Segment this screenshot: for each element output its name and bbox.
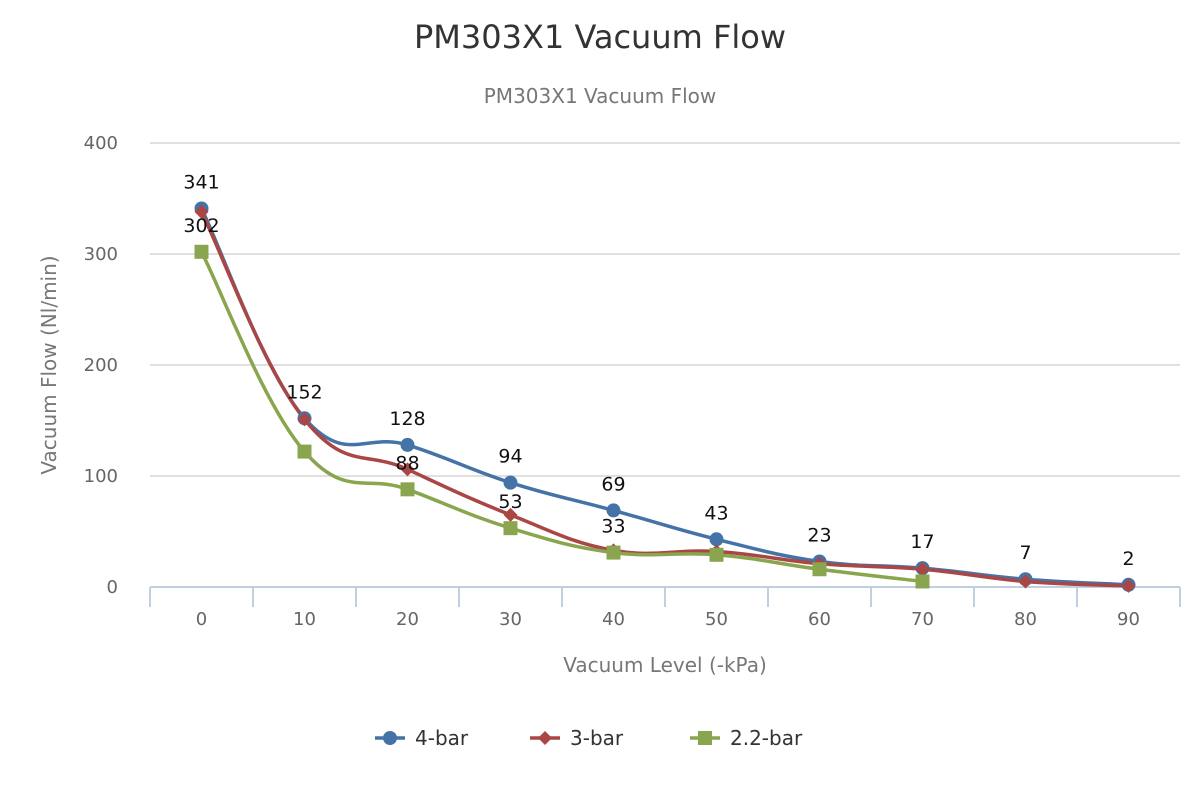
x-tick-label: 90 <box>1117 609 1140 630</box>
legend-marker-4-bar <box>383 731 397 745</box>
data-label-4-bar: 2 <box>1122 548 1134 570</box>
data-label-4-bar: 23 <box>807 524 831 546</box>
data-point-3-bar <box>194 204 209 219</box>
data-point-3-bar <box>400 462 415 477</box>
y-tick-label: 100 <box>84 466 118 487</box>
legend-marker-3-bar <box>538 731 552 745</box>
legend-marker-2.2-bar <box>698 731 712 745</box>
data-label-4-bar: 17 <box>910 531 934 553</box>
data-point-4-bar <box>400 437 415 452</box>
x-tick-label: 30 <box>499 609 522 630</box>
y-axis-label: Vacuum Flow (Nl/min) <box>37 255 61 474</box>
data-point-2.2-bar <box>400 482 415 497</box>
data-point-3-bar <box>503 507 518 522</box>
y-tick-label: 400 <box>84 133 118 154</box>
y-tick-label: 200 <box>84 355 118 376</box>
x-tick-label: 40 <box>602 609 625 630</box>
data-label-2.2-bar: 33 <box>601 516 625 538</box>
data-point-3-bar <box>297 412 312 427</box>
data-label-2.2-bar: 53 <box>498 491 522 513</box>
x-tick-label: 0 <box>196 609 207 630</box>
x-tick-label: 20 <box>396 609 419 630</box>
series-line-3-bar <box>199 211 1129 588</box>
data-point-4-bar <box>709 532 724 547</box>
data-point-2.2-bar <box>812 562 827 577</box>
x-tick-label: 10 <box>293 609 316 630</box>
data-label-4-bar: 94 <box>498 446 522 468</box>
series-line-4-bar <box>199 207 1129 587</box>
legend-label-3-bar: 3-bar <box>570 726 624 750</box>
data-point-2.2-bar <box>297 444 312 459</box>
data-label-2.2-bar: 302 <box>183 215 219 237</box>
data-label-4-bar: 152 <box>286 381 322 403</box>
series-line-2.2-bar <box>199 250 923 584</box>
data-point-2.2-bar <box>709 547 724 562</box>
data-label-2.2-bar: 88 <box>395 452 419 474</box>
x-tick-label: 70 <box>911 609 934 630</box>
data-label-4-bar: 341 <box>183 171 219 193</box>
x-tick-label: 80 <box>1014 609 1037 630</box>
data-label-4-bar: 43 <box>704 502 728 524</box>
data-point-3-bar <box>1121 578 1136 593</box>
data-point-4-bar <box>503 475 518 490</box>
data-point-2.2-bar <box>194 244 209 259</box>
data-label-4-bar: 7 <box>1019 542 1031 564</box>
data-point-2.2-bar <box>503 521 518 536</box>
y-tick-label: 300 <box>84 244 118 265</box>
x-tick-label: 60 <box>808 609 831 630</box>
x-axis-label: Vacuum Level (-kPa) <box>563 653 767 677</box>
data-point-2.2-bar <box>606 545 621 560</box>
data-point-3-bar <box>1018 574 1033 589</box>
data-point-4-bar <box>606 503 621 518</box>
data-point-3-bar <box>915 562 930 577</box>
chart-title: PM303X1 Vacuum Flow <box>414 18 786 56</box>
data-point-2.2-bar <box>915 574 930 589</box>
data-label-4-bar: 69 <box>601 473 625 495</box>
legend-label-4-bar: 4-bar <box>415 726 469 750</box>
legend-label-2.2-bar: 2.2-bar <box>730 726 803 750</box>
data-label-4-bar: 128 <box>389 408 425 430</box>
x-tick-label: 50 <box>705 609 728 630</box>
y-tick-label: 0 <box>107 577 118 598</box>
chart-subtitle: PM303X1 Vacuum Flow <box>484 84 717 108</box>
